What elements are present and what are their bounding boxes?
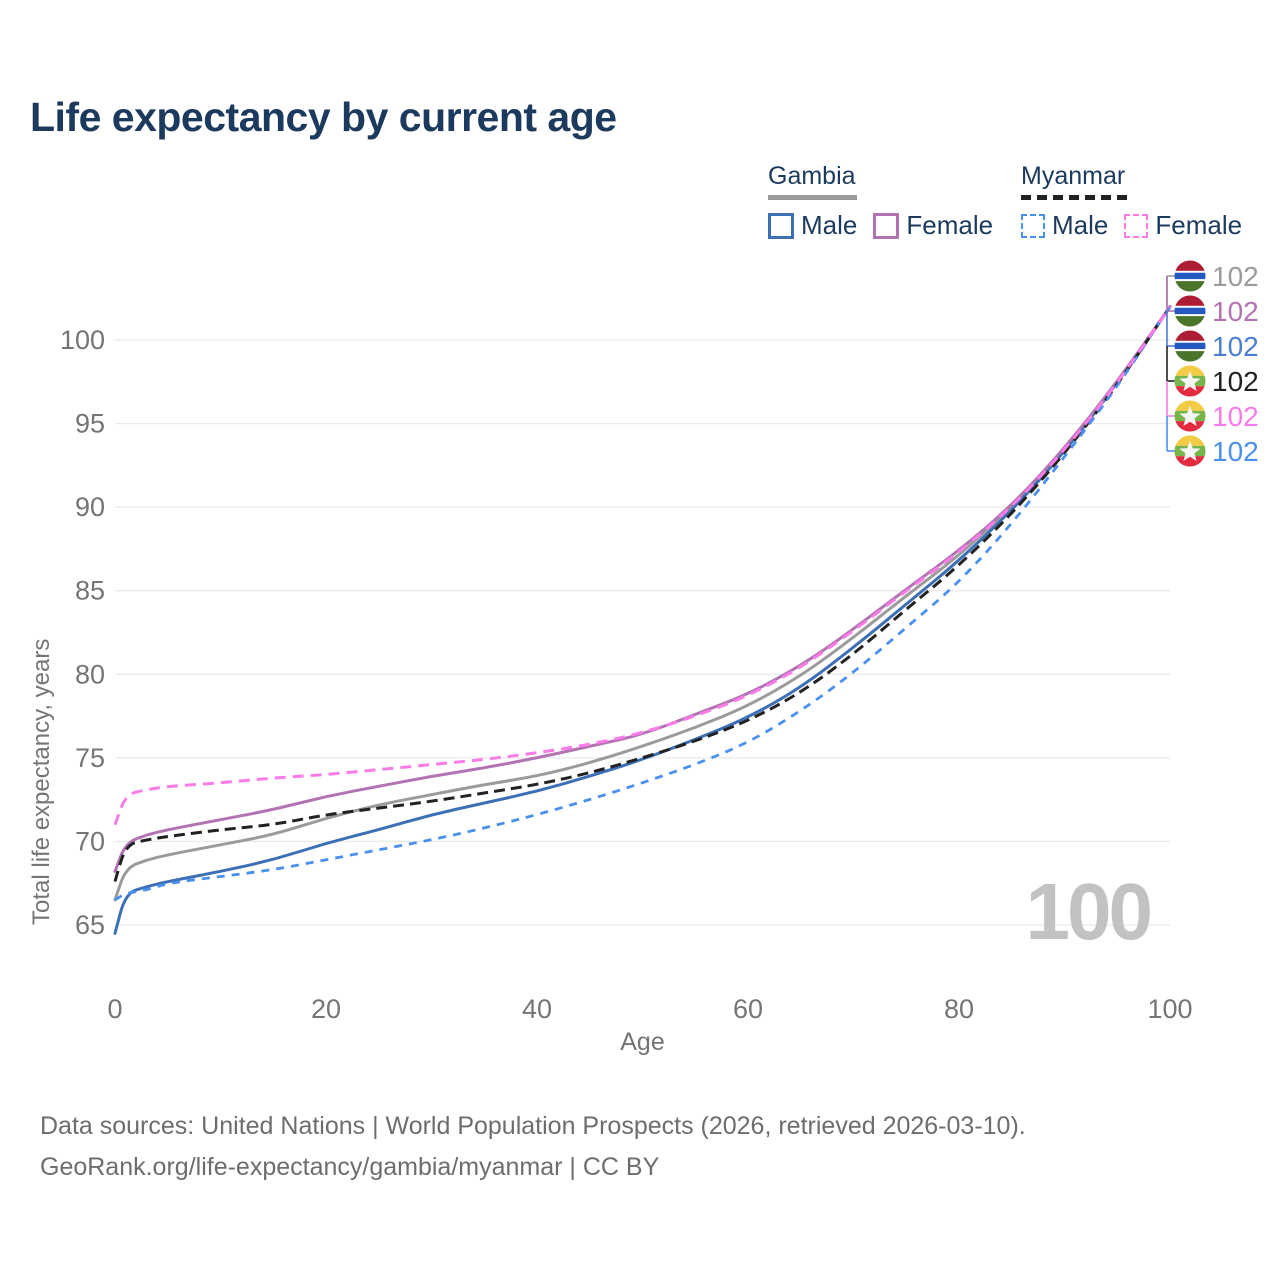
x-tick-label: 80 — [944, 994, 974, 1024]
y-tick-label: 85 — [75, 576, 105, 606]
legend-item-gambia-male[interactable]: Male — [768, 210, 857, 241]
y-tick-label: 70 — [75, 826, 105, 856]
end-value-label: 102 — [1212, 366, 1259, 397]
footer-data-sources: Data sources: United Nations | World Pop… — [40, 1112, 1026, 1140]
footer: Data sources: United Nations | World Pop… — [40, 1106, 1026, 1188]
legend-item-myanmar-female[interactable]: Female — [1124, 210, 1242, 241]
legend-item-gambia-female[interactable]: Female — [873, 210, 993, 241]
y-tick-label: 100 — [60, 325, 105, 355]
legend-underline-gambia — [768, 195, 857, 200]
y-tick-label: 65 — [75, 910, 105, 940]
x-tick-label: 100 — [1147, 994, 1192, 1024]
x-tick-label: 40 — [522, 994, 552, 1024]
x-tick-label: 60 — [733, 994, 763, 1024]
series-line-gambia-all[interactable] — [113, 305, 1172, 902]
end-value-label: 102 — [1212, 436, 1259, 467]
x-tick-label: 20 — [311, 994, 341, 1024]
myanmar-male-swatch-icon — [1021, 213, 1045, 238]
footer-url: GeoRank.org/life-expectancy/gambia/myanm… — [40, 1153, 660, 1181]
gambia-flag-icon — [1174, 295, 1206, 327]
legend-header-gambia[interactable]: Gambia — [768, 162, 856, 190]
y-tick-label: 75 — [75, 743, 105, 773]
x-axis-title: Age — [620, 1028, 665, 1056]
series-line-gambia-male[interactable] — [113, 305, 1172, 935]
end-value-label: 102 — [1212, 331, 1259, 362]
gambia-flag-icon — [1174, 330, 1206, 362]
series-line-myanmar-all[interactable] — [113, 305, 1172, 882]
series-lines — [113, 305, 1172, 935]
y-axis-ticks: 65 70 75 80 85 90 95 100 — [60, 325, 105, 940]
legend-underline-myanmar — [1021, 195, 1127, 200]
legend-item-label: Female — [1155, 210, 1243, 240]
series-line-gambia-female[interactable] — [113, 305, 1172, 873]
y-tick-label: 80 — [75, 659, 105, 689]
legend-header-myanmar[interactable]: Myanmar — [1021, 162, 1126, 190]
end-labels: 102 102 102 102 102 102 — [1166, 260, 1259, 467]
myanmar-flag-icon — [1174, 400, 1206, 432]
x-axis-ticks: 0 20 40 60 80 100 — [107, 994, 1192, 1024]
x-tick-label: 0 — [107, 994, 122, 1024]
series-line-myanmar-male[interactable] — [114, 305, 1172, 902]
legend-group-gambia: Gambia Male Female — [768, 162, 993, 241]
y-tick-label: 95 — [75, 409, 105, 439]
myanmar-flag-icon — [1174, 365, 1206, 397]
end-value-label: 102 — [1212, 296, 1259, 327]
y-axis-title: Total life expectancy, years — [28, 638, 55, 925]
legend-item-myanmar-male[interactable]: Male — [1021, 210, 1108, 241]
y-tick-label: 90 — [75, 492, 105, 522]
legend-group-myanmar: Myanmar Male Female — [1021, 162, 1242, 241]
age-counter-watermark: 100 — [1025, 867, 1153, 956]
legend-item-label: Male — [1052, 210, 1109, 240]
legend-item-label: Female — [906, 210, 994, 240]
gambia-flag-icon — [1174, 260, 1206, 292]
myanmar-female-swatch-icon — [1124, 213, 1149, 238]
gambia-female-swatch-icon — [873, 212, 900, 239]
legend-item-label: Male — [801, 210, 858, 240]
series-line-myanmar-female[interactable] — [113, 305, 1172, 826]
end-value-label: 102 — [1212, 401, 1259, 432]
end-value-label: 102 — [1212, 261, 1259, 292]
gridlines — [115, 339, 1170, 926]
myanmar-flag-icon — [1174, 435, 1206, 467]
gambia-male-swatch-icon — [768, 212, 794, 239]
page-title: Life expectancy by current age — [30, 94, 617, 140]
